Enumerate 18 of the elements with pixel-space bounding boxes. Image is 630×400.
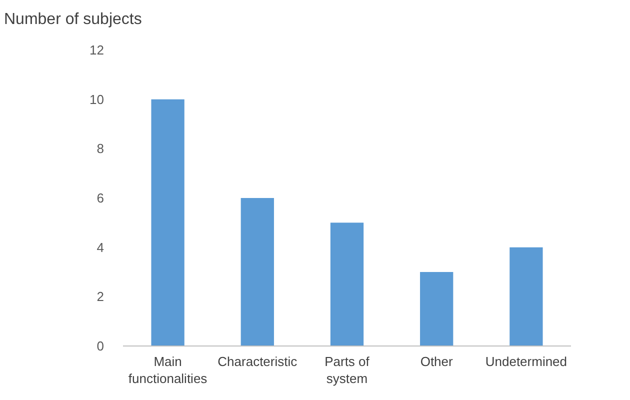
y-tick-label: 2 <box>96 289 104 304</box>
y-tick-label: 4 <box>96 240 104 255</box>
y-axis-title: Number of subjects <box>4 11 142 28</box>
bar <box>330 222 364 346</box>
x-tick-label: Characteristic <box>218 354 298 369</box>
x-tick-label: Main functionalities <box>128 354 208 386</box>
y-tick-label: 10 <box>90 92 104 107</box>
bar <box>151 99 184 346</box>
bar <box>240 198 274 346</box>
x-tick-label: Other <box>420 354 454 369</box>
x-tick-label: Undetermined <box>485 354 568 369</box>
y-tick-label: 8 <box>96 141 104 156</box>
bar <box>420 272 454 346</box>
bar <box>510 247 543 346</box>
y-tick-label: 6 <box>96 190 104 206</box>
y-tick-label: 0 <box>96 338 104 354</box>
y-tick-label: 12 <box>90 42 104 58</box>
x-tick-label: Parts of system <box>324 354 370 386</box>
